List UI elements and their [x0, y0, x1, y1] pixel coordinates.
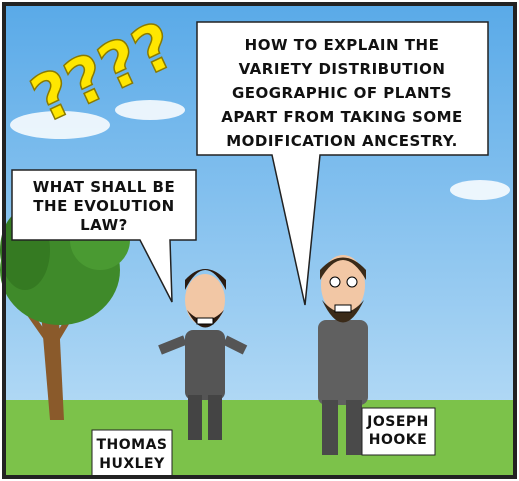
- text-line: HUXLEY: [99, 456, 165, 472]
- comic-panel: ???? HOW TO EXPLAIN THEVARIETY DISTRIBUT…: [0, 0, 519, 481]
- speech-text: HOW TO EXPLAIN THE VARIETY DISTRIBUTION GE…: [221, 36, 463, 150]
- text-line: HOW TO EXPLAIN THE: [245, 36, 440, 54]
- text-line: VARIETY DISTRIBUTION: [239, 60, 446, 78]
- text-line: HOOKE: [369, 432, 427, 448]
- text-line: JOSEPH: [366, 414, 429, 430]
- text-line: THE EVOLUTION: [33, 197, 174, 215]
- text-line: APART FROM TAKING SOME: [221, 108, 463, 126]
- grass: [6, 400, 513, 475]
- text-line: MODIFICATION ANCESTRY.: [226, 132, 458, 150]
- text-line: LAW?: [80, 216, 128, 234]
- text-line: WHAT SHALL BE: [33, 178, 175, 196]
- text-line: THOMAS: [96, 437, 167, 453]
- page: {"panel": { "exclamation": "????", "bubb…: [0, 0, 519, 481]
- text-line: GEOGRAPHIC OF PLANTS: [232, 84, 452, 102]
